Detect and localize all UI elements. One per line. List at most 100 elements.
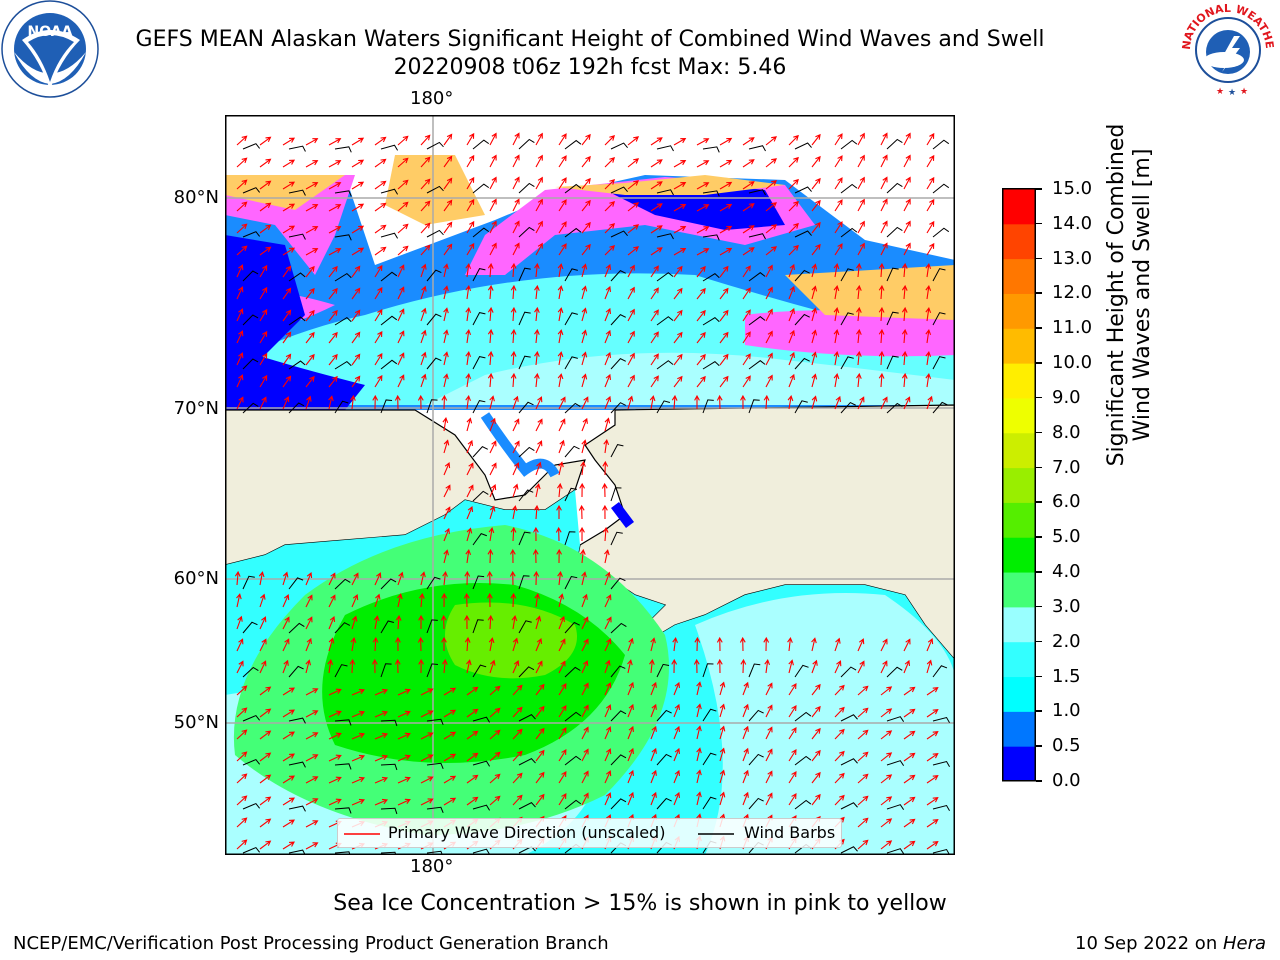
wind-barb (518, 757, 536, 766)
wave-direction-arrow (305, 842, 319, 850)
wind-barb (472, 804, 491, 811)
wave-direction-arrow (673, 681, 681, 696)
wind-barb (518, 355, 531, 370)
svg-text:★: ★ (1228, 88, 1236, 98)
wave-direction-arrow (328, 710, 342, 718)
wave-direction-arrow (880, 638, 888, 652)
wave-direction-arrow (627, 374, 635, 388)
wave-direction-arrow (443, 484, 451, 498)
wave-direction-arrow (604, 682, 612, 696)
wave-direction-arrow (765, 264, 773, 278)
wind-barb (932, 665, 948, 678)
wave-direction-arrow (673, 159, 687, 168)
wave-direction-arrow (581, 616, 589, 630)
wind-barb (932, 139, 950, 150)
colorbar-tick-mark (1036, 780, 1042, 782)
wave-direction-arrow (673, 137, 687, 146)
wave-direction-arrow (489, 659, 496, 674)
wind-barb (656, 316, 674, 326)
wave-direction-arrow (510, 372, 517, 388)
wind-barb (886, 182, 903, 194)
wind-barb (794, 313, 810, 326)
wave-direction-arrow (443, 687, 457, 696)
wave-direction-arrow (443, 461, 451, 476)
wave-direction-arrow (443, 351, 449, 366)
wave-direction-arrow (696, 226, 710, 234)
wave-direction-arrow (234, 570, 241, 586)
wave-direction-arrow (417, 394, 424, 410)
wind-barb (518, 311, 531, 326)
wave-direction-arrow (443, 221, 453, 234)
wave-direction-arrow (487, 372, 494, 388)
wave-direction-arrow (466, 686, 479, 696)
wave-direction-arrow (604, 351, 612, 366)
wave-direction-arrow (650, 287, 659, 300)
wind-barb (886, 226, 903, 238)
wave-direction-arrow (374, 308, 383, 322)
wind-barb (794, 230, 812, 238)
wave-direction-arrow (259, 752, 272, 762)
wave-direction-arrow (673, 353, 683, 366)
wave-direction-arrow (535, 154, 543, 168)
wind-barb (518, 575, 530, 590)
wind-barb (656, 797, 672, 810)
wind-barb (610, 798, 627, 810)
wind-barb (518, 489, 534, 502)
wave-direction-arrow (466, 132, 475, 146)
wave-direction-arrow (558, 615, 565, 630)
wave-direction-arrow (282, 753, 295, 762)
wind-barb (748, 316, 766, 326)
wind-barb (932, 401, 948, 414)
wave-direction-arrow (397, 308, 405, 322)
wave-direction-arrow (604, 549, 610, 564)
wave-direction-arrow (328, 776, 342, 784)
colorbar-band (1002, 537, 1036, 573)
wind-barb (656, 709, 672, 722)
wave-direction-arrow (788, 727, 797, 740)
wind-barb (610, 358, 626, 370)
wave-direction-arrow (811, 705, 821, 718)
wind-barb (702, 361, 720, 370)
wind-barb (426, 762, 444, 770)
wave-direction-arrow (811, 727, 821, 740)
wind-barb (794, 269, 810, 282)
wave-direction-arrow (489, 220, 497, 234)
wave-direction-arrow (328, 287, 338, 300)
colorbar-band (1002, 467, 1036, 503)
wave-direction-arrow (395, 636, 401, 652)
wave-direction-arrow (903, 796, 916, 806)
wave-direction-arrow (487, 262, 494, 278)
wave-direction-arrow (903, 220, 911, 234)
wave-direction-arrow (512, 750, 523, 762)
wind-barb (610, 531, 623, 546)
wave-direction-arrow (305, 309, 315, 322)
wave-direction-arrow (328, 798, 342, 806)
wind-barb (610, 754, 627, 766)
wave-direction-arrow (489, 395, 495, 410)
wind-barb (748, 399, 760, 414)
wave-direction-arrow (374, 710, 389, 718)
wave-direction-arrow (351, 798, 366, 806)
wave-direction-arrow (581, 792, 589, 806)
wave-direction-arrow (420, 200, 431, 212)
wave-direction-arrow (374, 264, 383, 278)
wind-barb (840, 666, 857, 678)
wave-direction-arrow (650, 181, 663, 190)
wave-direction-arrow (811, 683, 821, 696)
wave-direction-arrow (581, 307, 588, 322)
wind-barb (334, 807, 352, 814)
wind-barb (242, 758, 261, 766)
wave-direction-arrow (696, 309, 706, 322)
wave-direction-arrow (581, 638, 589, 652)
wind-barb (288, 622, 305, 634)
wave-direction-arrow (558, 726, 567, 740)
wave-direction-arrow (465, 306, 472, 322)
wave-direction-legend-label: Primary Wave Direction (unscaled) (388, 823, 666, 842)
wave-direction-arrow (282, 225, 296, 234)
wave-direction-arrow (763, 394, 770, 410)
wave-direction-arrow (236, 308, 244, 322)
wave-direction-arrow (765, 682, 773, 696)
wave-direction-arrow (742, 375, 751, 388)
wind-barb (334, 190, 352, 197)
wave-direction-arrow (880, 660, 888, 674)
